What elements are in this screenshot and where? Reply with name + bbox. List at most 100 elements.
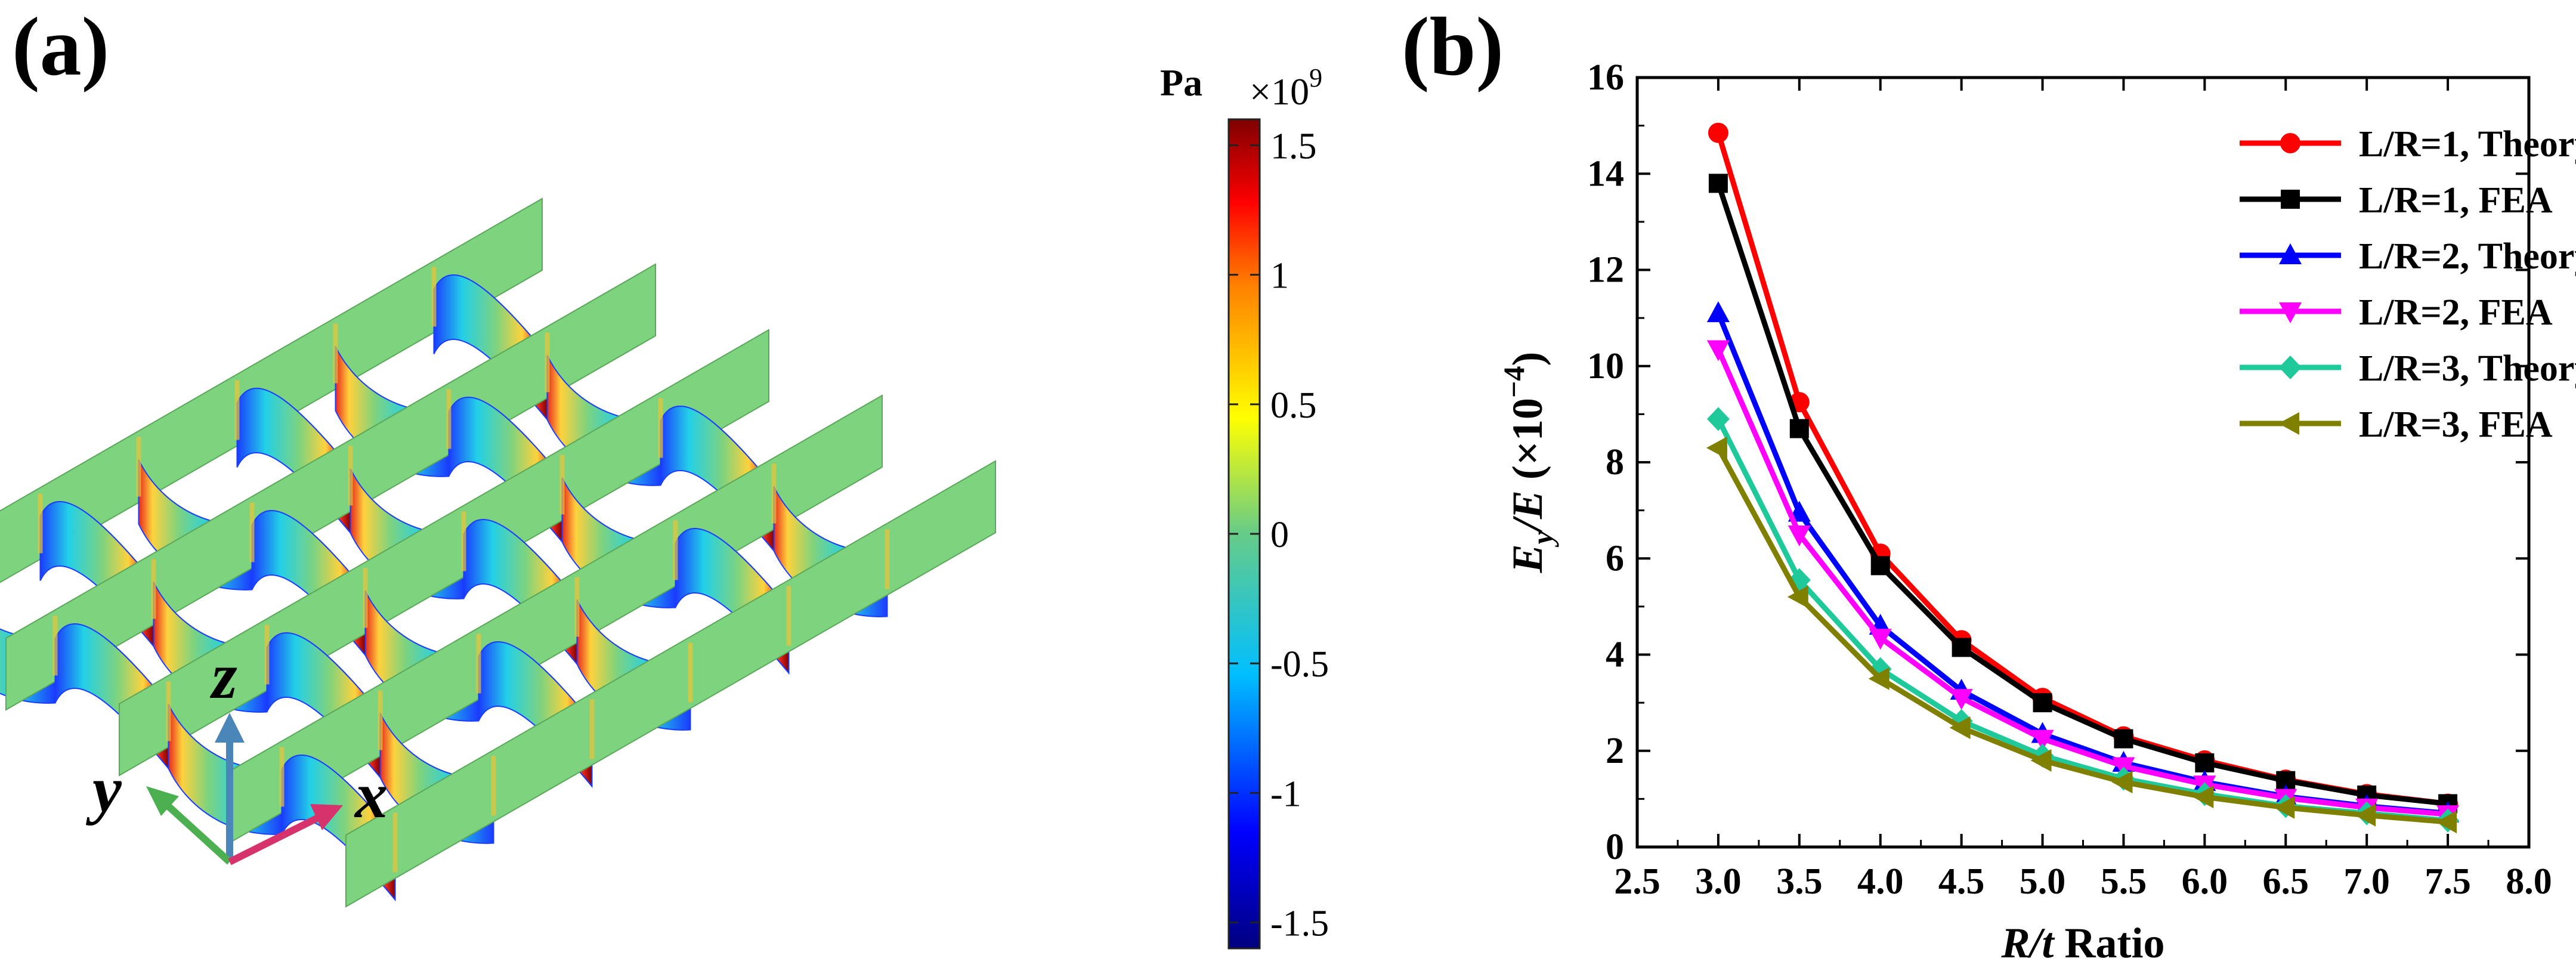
joint-mark xyxy=(673,520,678,580)
x-axis-label: x xyxy=(354,759,388,831)
data-point xyxy=(2436,811,2457,834)
joint-mark xyxy=(136,437,141,497)
data-point xyxy=(1868,667,1890,690)
data-point xyxy=(2114,729,2133,749)
data-point xyxy=(1952,638,1971,657)
joint-mark xyxy=(234,380,240,440)
joint-mark xyxy=(431,267,437,327)
joint-mark xyxy=(885,529,890,589)
legend-label: L/R=1, Theory xyxy=(2359,124,2576,165)
legend-marker xyxy=(2279,243,2302,264)
joint-mark xyxy=(333,323,338,384)
x-tick-label: 7.5 xyxy=(2425,861,2471,902)
joint-mark xyxy=(363,568,368,628)
lattice-structure-illustration xyxy=(0,197,996,908)
data-point xyxy=(2031,729,2054,751)
data-point xyxy=(1706,436,1727,459)
series-6 xyxy=(1706,436,2457,834)
axis-triad: z y x xyxy=(85,639,388,865)
legend-item: L/R=3, FEA xyxy=(2240,404,2553,445)
y-axis-label: Ey/E (×10−4) xyxy=(1497,352,1559,574)
legend-item: L/R=2, Theory xyxy=(2240,236,2576,277)
joint-mark xyxy=(589,699,595,759)
joint-mark xyxy=(52,616,58,676)
y-tick-label: 2 xyxy=(1606,731,1624,771)
y-tick-label: 8 xyxy=(1606,442,1624,483)
data-point xyxy=(1949,716,1971,740)
data-point xyxy=(1788,525,1811,546)
y-tick-label: 14 xyxy=(1587,153,1624,194)
legend-item: L/R=3, Theory xyxy=(2240,348,2576,389)
colorbar-unit: Pa xyxy=(1160,61,1202,104)
data-point xyxy=(2195,753,2215,772)
colorbar-scale-exp: 9 xyxy=(1309,63,1322,92)
data-point xyxy=(1870,556,1890,576)
x-tick-label: 6.0 xyxy=(2182,861,2228,902)
x-tick-label: 3.5 xyxy=(1776,861,1823,902)
legend-marker xyxy=(2279,302,2302,323)
y-tick-label: 6 xyxy=(1606,538,1624,579)
joint-mark xyxy=(249,502,255,562)
x-axis-label-t: /t xyxy=(2027,919,2055,967)
data-point xyxy=(1869,629,1892,650)
joint-mark xyxy=(264,625,270,685)
data-point xyxy=(2192,786,2214,809)
joint-mark xyxy=(574,577,580,637)
data-point xyxy=(1706,407,1730,431)
legend-item: L/R=2, FEA xyxy=(2240,292,2553,333)
legend-marker xyxy=(2281,190,2300,209)
x-axis-label-rest: Ratio xyxy=(2054,919,2165,967)
data-point xyxy=(2030,749,2052,772)
joint-mark xyxy=(476,633,481,694)
legend-marker xyxy=(2279,355,2302,379)
legend-label: L/R=2, FEA xyxy=(2359,292,2553,333)
y-tick-label: 0 xyxy=(1606,827,1624,867)
x-tick-label: 5.5 xyxy=(2101,861,2147,902)
y-tick-label: 16 xyxy=(1587,57,1624,98)
line-chart: 2.5 3.0 3.5 4.0 4.5 5.0 5.5 6.0 6.5 7.0 7.5 8.0 0 2 4 6… xyxy=(1497,57,2576,967)
x-tick-label: 3.0 xyxy=(1695,861,1742,902)
legend-item: L/R=1, Theory xyxy=(2240,124,2576,165)
data-point xyxy=(1789,419,1809,438)
joint-mark xyxy=(348,446,353,506)
series-line xyxy=(1715,132,2448,806)
series-line xyxy=(1715,182,2448,806)
legend-label: L/R=3, Theory xyxy=(2359,348,2576,389)
series-line xyxy=(1715,312,2448,817)
colorbar-tick-label: -1.5 xyxy=(1270,904,1329,944)
y-tick-label: 10 xyxy=(1587,346,1624,387)
colorbar-tick-label: 1 xyxy=(1270,256,1289,296)
joint-mark xyxy=(446,389,452,449)
legend-label: L/R=1, FEA xyxy=(2359,180,2553,221)
data-point xyxy=(2355,803,2376,827)
joint-mark xyxy=(658,398,663,458)
x-axis-label: R/t Ratio xyxy=(2000,919,2164,967)
y-tick-label: 12 xyxy=(1587,250,1624,290)
data-point xyxy=(1706,301,1730,323)
plate xyxy=(5,263,656,711)
legend-item: L/R=1, FEA xyxy=(2240,180,2553,221)
x-tick-label: 4.0 xyxy=(1857,861,1904,902)
joint-mark xyxy=(491,756,496,816)
legend-label: L/R=3, FEA xyxy=(2359,404,2553,445)
colorbar-tick-label: 0.5 xyxy=(1270,385,1317,426)
series-4 xyxy=(1706,340,2460,827)
z-axis-label: z xyxy=(209,639,237,712)
x-tick-label: 5.0 xyxy=(2020,861,2066,902)
legend-label: L/R=2, Theory xyxy=(2359,236,2576,277)
x-tick-label: 8.0 xyxy=(2506,861,2552,902)
colorbar-tick-label: 0 xyxy=(1270,515,1289,555)
colorbar-ticks: 1.5 1 0.5 0 -0.5 -1 -1.5 xyxy=(1229,126,1329,944)
colorbar-tick-label: -0.5 xyxy=(1270,644,1329,685)
joint-mark xyxy=(279,747,284,807)
data-point xyxy=(1706,340,1730,361)
x-tick-label: 7.0 xyxy=(2343,861,2390,902)
data-point xyxy=(2274,796,2295,819)
colorbar-tick-label: 1.5 xyxy=(1270,126,1317,166)
joint-mark xyxy=(559,455,565,515)
data-point xyxy=(1950,689,1973,710)
joint-mark xyxy=(545,332,550,392)
x-tick-label: 6.5 xyxy=(2263,861,2309,902)
legend: L/R=1, Theory L/R=1, FEA L/R=2, Theory L/R=… xyxy=(2240,124,2576,445)
data-point xyxy=(2033,693,2052,713)
